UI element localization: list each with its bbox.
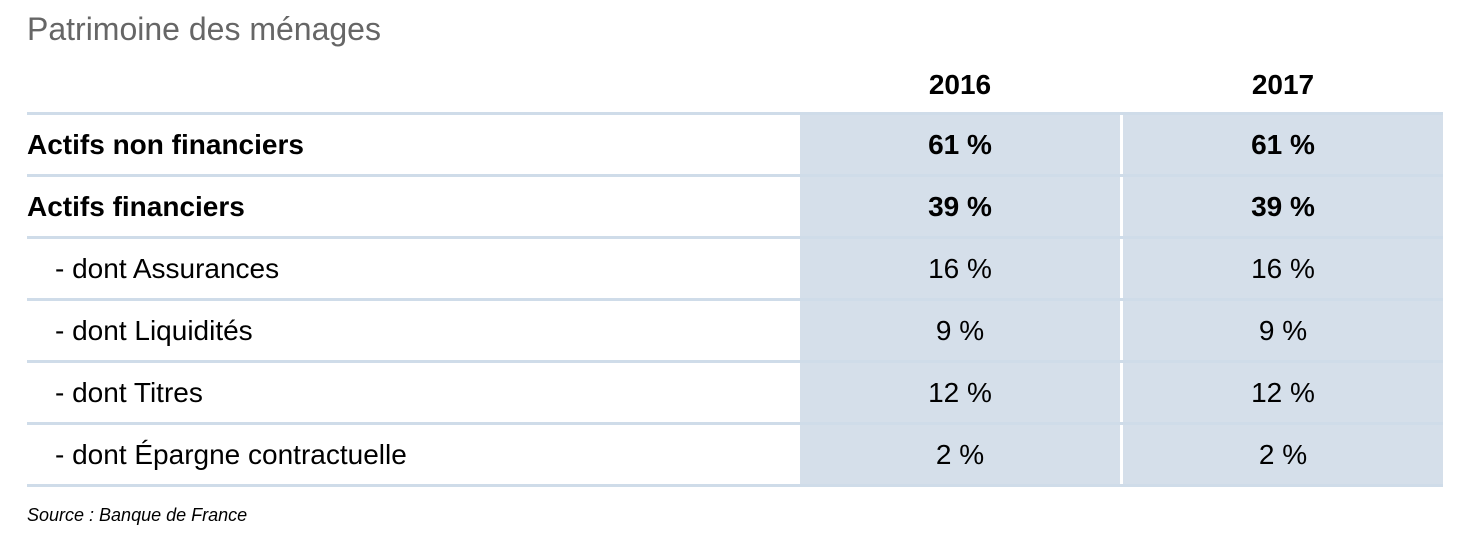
data-table: 2016 2017 Actifs non financiers 61 % 61 … xyxy=(27,60,1443,487)
column-header-2016: 2016 xyxy=(928,69,992,100)
cell-2016: 9 % xyxy=(800,301,1120,360)
source-note: Source : Banque de France xyxy=(27,505,248,525)
row-label: - dont Assurances xyxy=(55,253,280,284)
cell-2017: 16 % xyxy=(1123,239,1443,298)
cell-2017: 39 % xyxy=(1123,177,1443,236)
table-row: - dont Épargne contractuelle 2 % 2 % xyxy=(27,425,1443,487)
row-label: - dont Titres xyxy=(55,377,203,408)
table-row: - dont Assurances 16 % 16 % xyxy=(27,239,1443,301)
cell-2016: 12 % xyxy=(800,363,1120,422)
table-row: Actifs financiers 39 % 39 % xyxy=(27,177,1443,239)
table-row: - dont Liquidités 9 % 9 % xyxy=(27,301,1443,363)
row-label: - dont Liquidités xyxy=(55,315,253,346)
cell-2016: 39 % xyxy=(800,177,1120,236)
cell-2017: 9 % xyxy=(1123,301,1443,360)
row-label: Actifs financiers xyxy=(27,191,245,222)
table-row: Actifs non financiers 61 % 61 % xyxy=(27,115,1443,177)
page-title: Patrimoine des ménages xyxy=(27,11,381,47)
cell-2016: 16 % xyxy=(800,239,1120,298)
row-label: - dont Épargne contractuelle xyxy=(55,439,407,470)
column-header-2017: 2017 xyxy=(1251,69,1315,100)
row-label: Actifs non financiers xyxy=(27,129,304,160)
table-row: - dont Titres 12 % 12 % xyxy=(27,363,1443,425)
cell-2016: 2 % xyxy=(800,425,1120,484)
cell-2016: 61 % xyxy=(800,115,1120,174)
table-header: 2016 2017 xyxy=(27,60,1443,115)
cell-2017: 12 % xyxy=(1123,363,1443,422)
cell-2017: 61 % xyxy=(1123,115,1443,174)
cell-2017: 2 % xyxy=(1123,425,1443,484)
